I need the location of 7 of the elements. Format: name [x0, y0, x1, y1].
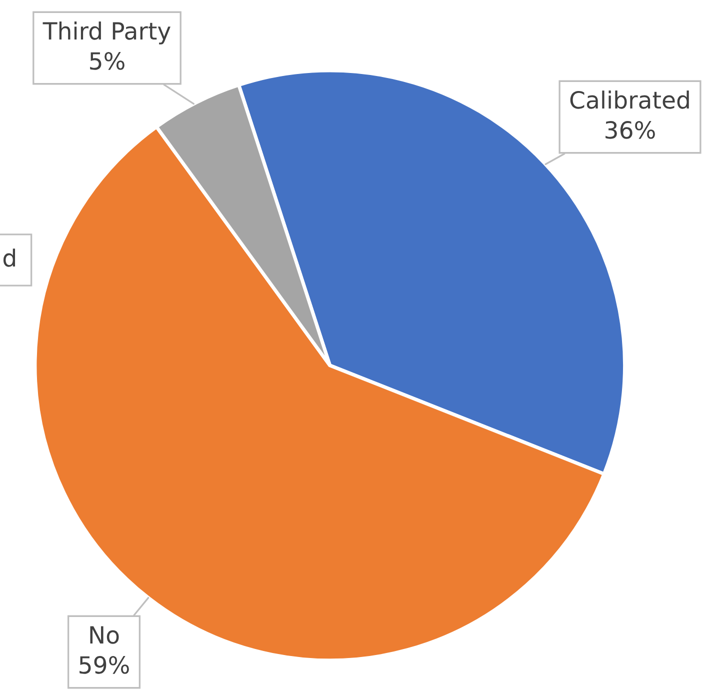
data-label: 59% [80, 656, 129, 674]
text: d [3, 248, 16, 267]
data-label: 36% [606, 121, 655, 139]
data-label: 5% [90, 52, 124, 70]
slice-label: Calibrated [570, 90, 689, 109]
slice-label: No [90, 626, 119, 644]
slice-label: Third Party [42, 22, 170, 44]
